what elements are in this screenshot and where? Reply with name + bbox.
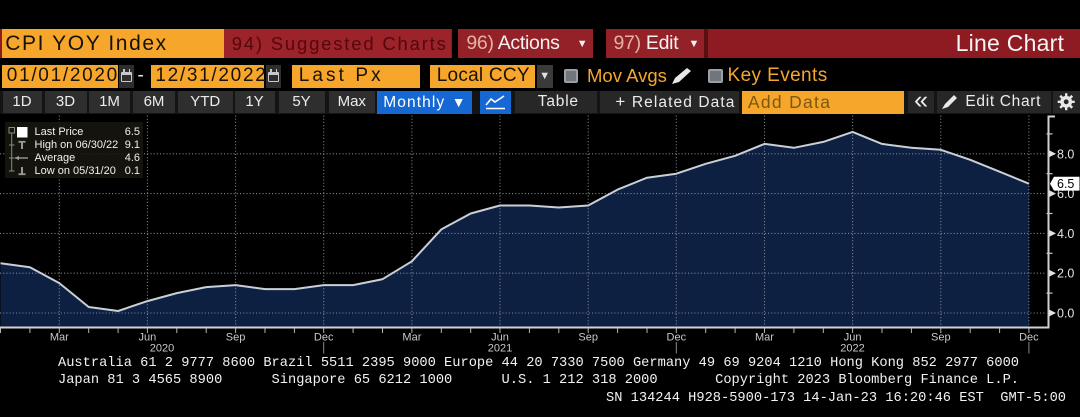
svg-text:Sep: Sep bbox=[931, 332, 951, 344]
svg-text:6.5: 6.5 bbox=[1057, 177, 1074, 191]
svg-text:Mar: Mar bbox=[755, 332, 774, 344]
svg-text:2.0: 2.0 bbox=[1057, 267, 1074, 281]
svg-text:2022: 2022 bbox=[840, 343, 864, 355]
svg-text:Sep: Sep bbox=[226, 332, 246, 344]
svg-text:Mar: Mar bbox=[50, 332, 69, 344]
svg-text:Dec: Dec bbox=[1019, 332, 1039, 344]
svg-text:2021: 2021 bbox=[488, 343, 512, 355]
svg-text:Dec: Dec bbox=[667, 332, 687, 344]
svg-text:Dec: Dec bbox=[314, 332, 334, 344]
svg-text:4.0: 4.0 bbox=[1057, 227, 1074, 241]
svg-text:Mar: Mar bbox=[402, 332, 421, 344]
svg-text:Jun: Jun bbox=[139, 332, 157, 344]
svg-text:0.0: 0.0 bbox=[1057, 307, 1074, 321]
svg-text:8.0: 8.0 bbox=[1057, 147, 1074, 161]
svg-text:Jun: Jun bbox=[491, 332, 509, 344]
svg-text:Sep: Sep bbox=[578, 332, 598, 344]
svg-text:Jun: Jun bbox=[844, 332, 862, 344]
svg-text:2020: 2020 bbox=[150, 343, 174, 355]
